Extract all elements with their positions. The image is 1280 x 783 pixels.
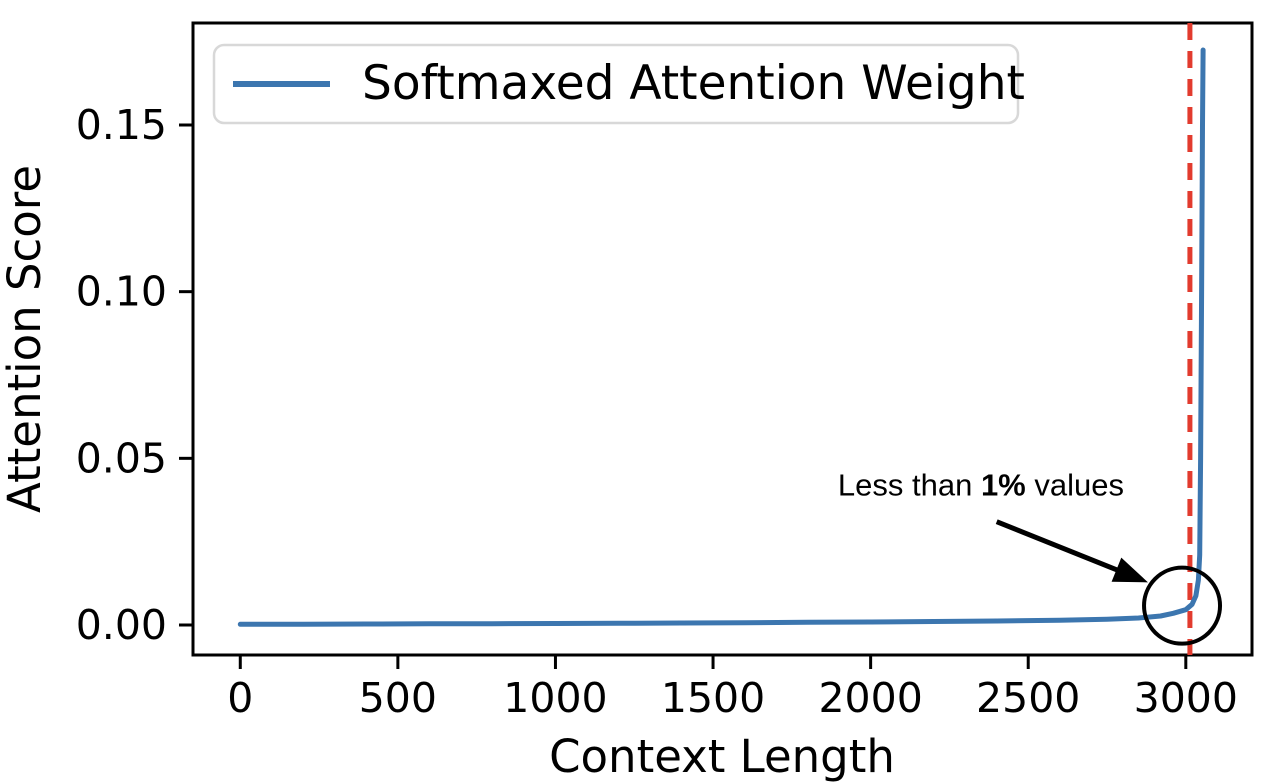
x-axis-label: Context Length [549, 730, 895, 783]
x-tick-label: 1000 [503, 674, 607, 722]
x-tick-label: 3000 [1134, 674, 1238, 722]
annotation-arrow [995, 519, 1122, 574]
annotation-text: Less than 1% values [838, 468, 1124, 503]
y-axis-ticks: 0.00 0.05 0.10 0.15 [76, 101, 193, 649]
x-tick-label: 0 [227, 674, 253, 722]
annotation-text-bold: 1% [981, 468, 1026, 503]
x-tick-label: 500 [359, 674, 437, 722]
y-tick-label: 0.15 [76, 101, 167, 149]
series-group [237, 23, 1206, 655]
annotation-arrow-head [1111, 557, 1148, 583]
plot-area [191, 21, 1254, 657]
x-axis-ticks: 0 500 1000 1500 2000 2500 3000 [227, 655, 1238, 722]
y-tick-label: 0.00 [76, 601, 167, 649]
x-tick-label: 1500 [661, 674, 765, 722]
series-line [237, 47, 1206, 627]
annotation-circle [1142, 565, 1223, 646]
annotation-group: Less than 1% values [838, 468, 1223, 646]
annotation-text-prefix: Less than [838, 468, 981, 503]
legend-box [212, 43, 1020, 125]
x-tick-label: 2000 [818, 674, 922, 722]
annotation-text-suffix: values [1026, 468, 1124, 503]
y-tick-label: 0.10 [76, 268, 167, 316]
legend: Softmaxed Attention Weight [212, 43, 1025, 125]
x-tick-label: 2500 [976, 674, 1080, 722]
legend-label: Softmaxed Attention Weight [362, 56, 1025, 111]
y-axis-label: Attention Score [0, 165, 51, 513]
y-tick-label: 0.05 [76, 434, 167, 482]
